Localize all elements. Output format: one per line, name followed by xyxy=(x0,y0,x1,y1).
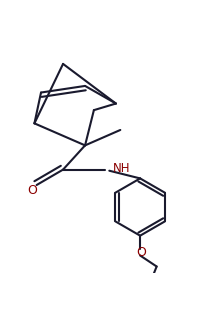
Text: O: O xyxy=(136,246,146,259)
Text: O: O xyxy=(27,184,37,197)
Text: NH: NH xyxy=(113,162,130,175)
